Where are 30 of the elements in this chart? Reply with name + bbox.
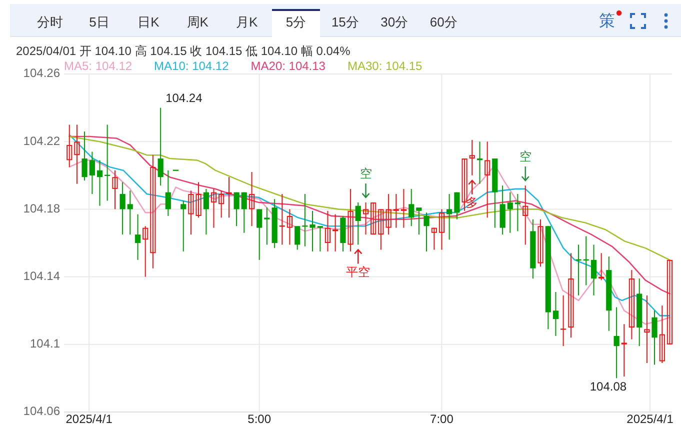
value-label: 104.24 <box>166 90 202 105</box>
y-tick-label: 104.1 <box>30 336 60 351</box>
tab-label: 月K <box>236 14 258 30</box>
y-tick-label: 104.14 <box>23 268 60 283</box>
button-label: 策 <box>599 13 615 30</box>
x-tick-label: 2025/4/1 <box>66 412 112 426</box>
tab-label: 日K <box>138 14 160 30</box>
subtitle: 2025/04/01 开 104.10 高 104.15 收 104.15 低 104.10 幅 0.04% <box>16 44 350 58</box>
x-tick-label: 5:00 <box>248 412 272 426</box>
y-tick-label: 104.22 <box>23 134 60 148</box>
y-tick-label: 104.26 <box>23 66 60 80</box>
tab-label: 5日 <box>89 14 110 30</box>
legend-item: MA10: 104.12 <box>154 59 229 74</box>
x-tick-label: 7:00 <box>430 412 454 426</box>
tab-label: 30分 <box>380 14 408 30</box>
y-tick-label: 104.18 <box>23 201 60 216</box>
legend-item: MA20: 104.13 <box>250 59 326 74</box>
legend-item: MA5: 104.12 <box>64 59 132 74</box>
y-tick-label: 104.06 <box>23 404 60 418</box>
tab-label: 15分 <box>331 14 359 30</box>
tab-label: 60分 <box>430 14 458 30</box>
signal-label: 平空 <box>346 264 370 279</box>
signal-label: 空 <box>360 166 372 181</box>
signal-label: 空 <box>519 150 532 164</box>
tab-label: 分时 <box>37 14 63 30</box>
tab-label: 周K <box>186 14 208 30</box>
value-label: 104.08 <box>590 379 627 394</box>
tab-label: 5分 <box>286 14 306 30</box>
legend-item: MA30: 104.15 <box>347 59 422 74</box>
x-tick-label: 2025/4/1 <box>626 412 674 426</box>
